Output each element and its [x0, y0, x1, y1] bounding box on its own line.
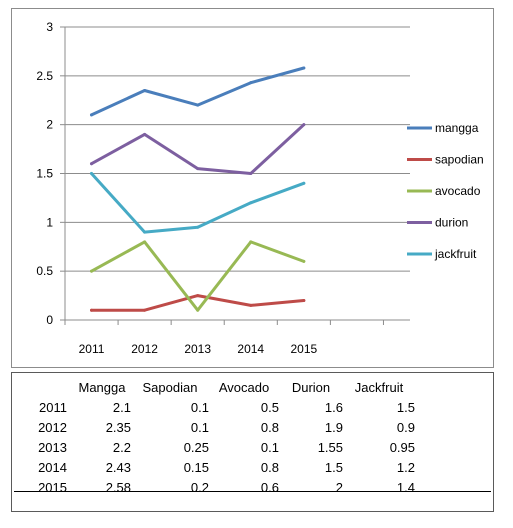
- table-header-cell: [32, 377, 73, 397]
- legend-label: jackfruit: [434, 247, 477, 261]
- table-row: 2012 2.35 0.1 0.8 1.9 0.9: [32, 417, 415, 437]
- data-point-sapodian: [90, 308, 94, 312]
- table-cell: 0.9: [396, 419, 415, 435]
- table-cell: 2.58: [105, 479, 131, 495]
- data-point-mangga: [249, 81, 253, 85]
- table-cell: 2: [335, 479, 343, 495]
- data-point-durion: [143, 132, 147, 136]
- x-tick-label: 2013: [184, 342, 211, 356]
- data-point-durion: [249, 172, 253, 175]
- data-point-mangga: [302, 66, 306, 70]
- table-cell: 1.2: [396, 459, 415, 475]
- data-point-avocado: [90, 269, 94, 273]
- table-cell: 1.6: [324, 399, 343, 415]
- table-cell: 0.95: [389, 439, 415, 455]
- table-bottom-rule: [14, 491, 491, 492]
- series-line-mangga: [90, 66, 306, 117]
- y-tick-label: 1: [46, 215, 53, 229]
- table-cell: 1.5: [396, 399, 415, 415]
- table-cell: 2012: [38, 419, 67, 435]
- x-tick-label: 2011: [79, 342, 105, 356]
- table-cell: 2.1: [112, 399, 131, 415]
- data-point-durion: [302, 123, 306, 127]
- legend-label: mangga: [435, 121, 479, 135]
- data-point-sapodian: [249, 303, 253, 307]
- table-cell: 1.55: [317, 439, 343, 455]
- table-cell: 2.43: [105, 459, 131, 475]
- table-cell: 2014: [38, 459, 67, 475]
- y-tick-label: 2.5: [36, 69, 53, 83]
- table-cell: 0.25: [183, 439, 209, 455]
- data-point-jackfruit: [143, 230, 147, 234]
- table-row: 2014 2.43 0.15 0.8 1.5 1.2: [32, 457, 415, 477]
- y-tick-label: 0: [46, 313, 53, 327]
- data-point-avocado: [249, 240, 253, 244]
- data-point-avocado: [302, 259, 306, 263]
- table-row: 2015 2.58 0.2 0.6 2 1.4: [32, 477, 415, 497]
- table-header-cell: Sapodian: [142, 379, 198, 395]
- data-point-jackfruit: [249, 201, 253, 205]
- table-cell: 2.35: [105, 419, 131, 435]
- data-point-mangga: [143, 88, 147, 92]
- line-chart: 0 0.5 1 1.5 2 2.5 3 2011 2012 2013 2014 2015 mangga s…: [36, 20, 484, 356]
- legend-label: durion: [435, 216, 468, 230]
- table-row: 2011 2.1 0.1 0.5 1.6 1.5: [32, 397, 415, 417]
- data-point-jackfruit: [302, 181, 306, 185]
- table-cell: 2011: [39, 399, 67, 415]
- table-cell: 0.6: [260, 479, 279, 495]
- data-point-durion: [90, 162, 94, 166]
- table-cell: 0.1: [190, 399, 209, 415]
- legend-label: avocado: [435, 184, 481, 198]
- table-header-cell: Jackfruit: [354, 379, 404, 395]
- x-tick-label: 2012: [131, 342, 158, 356]
- y-tick-label: 3: [46, 20, 53, 34]
- data-table: Mangga Sapodian Avocado Durion Jackfruit…: [32, 377, 415, 497]
- table-header-row: Mangga Sapodian Avocado Durion Jackfruit: [32, 377, 415, 397]
- table-cell: 2013: [38, 439, 67, 455]
- data-point-durion: [196, 167, 200, 171]
- table-cell: 0.2: [190, 479, 209, 495]
- data-point-sapodian: [196, 294, 200, 298]
- series-line-jackfruit: [90, 172, 306, 234]
- x-tick-label: 2015: [290, 342, 317, 356]
- table-cell: 1.4: [396, 479, 415, 495]
- legend-label: sapodian: [435, 153, 484, 167]
- data-point-mangga: [196, 103, 200, 107]
- data-point-avocado: [143, 240, 147, 244]
- data-point-avocado: [196, 308, 200, 312]
- series-line-avocado: [90, 240, 306, 312]
- x-tick-label: 2014: [237, 342, 264, 356]
- table-cell: 1.9: [324, 419, 343, 435]
- data-table-panel: Mangga Sapodian Avocado Durion Jackfruit…: [11, 372, 494, 512]
- table-header-cell: Durion: [291, 379, 331, 395]
- table-row: 2013 2.2 0.25 0.1 1.55 0.95: [32, 437, 415, 457]
- table-cell: 0.1: [260, 439, 279, 455]
- y-tick-label: 0.5: [36, 264, 53, 278]
- table-cell: 0.15: [183, 459, 209, 475]
- table-cell: 2015: [38, 479, 67, 495]
- data-point-sapodian: [143, 308, 147, 312]
- series-line-durion: [90, 123, 306, 175]
- chart-area: 0 0.5 1 1.5 2 2.5 3 2011 2012 2013 2014 2015 mangga s…: [11, 8, 494, 368]
- data-point-jackfruit: [90, 172, 94, 175]
- table-header-cell: Avocado: [218, 379, 270, 395]
- y-tick-label: 2: [46, 118, 53, 132]
- table-cell: 0.8: [260, 419, 279, 435]
- data-point-jackfruit: [196, 225, 200, 229]
- table-cell: 0.5: [260, 399, 279, 415]
- table-cell: 2.2: [112, 439, 131, 455]
- table-cell: 0.8: [260, 459, 279, 475]
- y-tick-label: 1.5: [36, 167, 53, 181]
- data-point-mangga: [90, 113, 94, 117]
- table-cell: 0.1: [190, 419, 209, 435]
- data-point-sapodian: [302, 298, 306, 302]
- table-header-cell: Mangga: [78, 379, 126, 395]
- table-cell: 1.5: [324, 459, 343, 475]
